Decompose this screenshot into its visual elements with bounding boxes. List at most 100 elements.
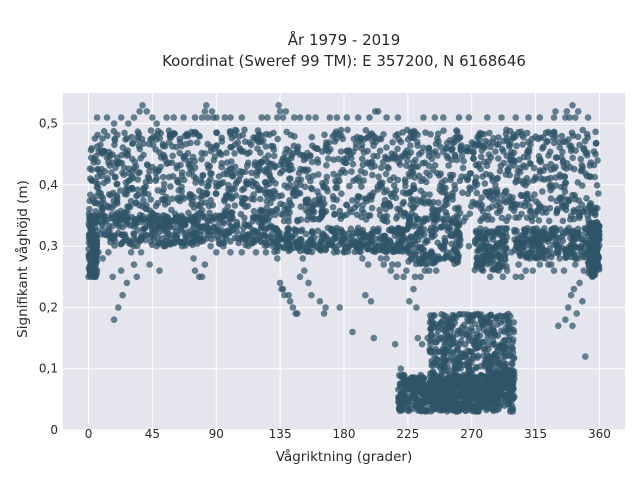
data-point xyxy=(578,235,586,243)
data-point xyxy=(137,249,145,256)
data-point xyxy=(569,102,576,109)
data-point xyxy=(406,189,413,197)
data-point xyxy=(447,176,454,183)
data-point xyxy=(477,153,485,161)
data-point xyxy=(583,195,590,202)
data-point xyxy=(326,114,334,121)
data-point xyxy=(287,175,294,182)
data-point xyxy=(270,152,278,160)
data-point xyxy=(595,190,602,197)
data-point xyxy=(307,177,314,185)
data-point xyxy=(153,120,160,127)
data-point xyxy=(476,230,483,238)
data-point xyxy=(118,231,126,239)
data-point xyxy=(274,114,281,121)
data-point xyxy=(394,114,402,121)
data-point xyxy=(322,304,329,311)
data-point xyxy=(129,140,137,147)
data-point xyxy=(301,166,309,173)
data-point xyxy=(494,225,502,233)
data-point xyxy=(220,242,227,250)
data-point xyxy=(459,377,466,384)
data-point xyxy=(117,187,124,194)
data-point xyxy=(430,199,437,206)
data-point xyxy=(105,249,112,256)
data-point xyxy=(258,114,266,121)
data-point xyxy=(559,159,567,166)
data-point xyxy=(465,380,472,388)
data-point xyxy=(477,205,485,212)
data-point xyxy=(502,244,510,251)
data-point xyxy=(376,242,383,250)
data-point xyxy=(376,206,383,214)
data-point xyxy=(469,198,477,206)
data-point xyxy=(302,206,310,214)
data-point xyxy=(504,327,511,334)
data-point xyxy=(89,229,97,237)
data-point xyxy=(577,155,585,163)
data-point xyxy=(561,179,569,187)
y-tick-label: 0,1 xyxy=(39,362,58,376)
data-point xyxy=(229,173,237,180)
data-point xyxy=(119,291,126,299)
data-point xyxy=(126,203,134,211)
data-point xyxy=(141,225,149,232)
data-point xyxy=(380,261,388,268)
data-point xyxy=(134,133,142,140)
data-point xyxy=(362,127,370,134)
data-point xyxy=(398,239,405,247)
data-point xyxy=(507,140,514,147)
data-point xyxy=(387,267,395,275)
data-point xyxy=(246,139,253,146)
data-point xyxy=(437,143,444,150)
data-point xyxy=(198,149,205,157)
data-point xyxy=(257,186,264,194)
data-point xyxy=(393,154,400,161)
data-point xyxy=(113,209,121,217)
data-point xyxy=(238,194,246,202)
data-point xyxy=(88,166,95,174)
data-point xyxy=(149,114,156,121)
data-point xyxy=(580,208,588,215)
data-point xyxy=(330,156,338,163)
data-point xyxy=(494,347,502,354)
data-point xyxy=(376,147,384,155)
data-point xyxy=(353,211,361,218)
data-point xyxy=(423,260,431,268)
data-point xyxy=(332,177,339,185)
data-point xyxy=(335,130,343,138)
data-point xyxy=(475,384,482,391)
data-point xyxy=(129,174,137,182)
data-point xyxy=(529,267,537,275)
data-point xyxy=(451,185,459,193)
data-point xyxy=(409,159,417,166)
data-point xyxy=(492,370,499,378)
data-point xyxy=(422,129,429,136)
data-point xyxy=(362,241,370,248)
data-point xyxy=(442,313,450,320)
data-point xyxy=(428,233,436,241)
data-point xyxy=(239,200,247,208)
data-point xyxy=(585,246,593,253)
data-point xyxy=(279,285,287,293)
data-point xyxy=(228,209,236,216)
data-point xyxy=(140,197,147,204)
data-point xyxy=(553,154,561,161)
data-point xyxy=(95,249,102,256)
data-point xyxy=(111,137,119,144)
data-point xyxy=(590,148,598,155)
data-point xyxy=(443,336,451,344)
data-point xyxy=(540,234,548,241)
data-point xyxy=(474,162,482,170)
data-point xyxy=(457,143,464,151)
data-point xyxy=(212,179,220,187)
data-point xyxy=(489,187,496,194)
data-point xyxy=(475,324,483,332)
data-point xyxy=(503,225,511,232)
data-point xyxy=(156,135,164,142)
data-point xyxy=(451,361,459,369)
data-point xyxy=(466,210,474,217)
data-point xyxy=(133,273,141,281)
data-point xyxy=(256,214,264,222)
data-point xyxy=(465,114,473,121)
